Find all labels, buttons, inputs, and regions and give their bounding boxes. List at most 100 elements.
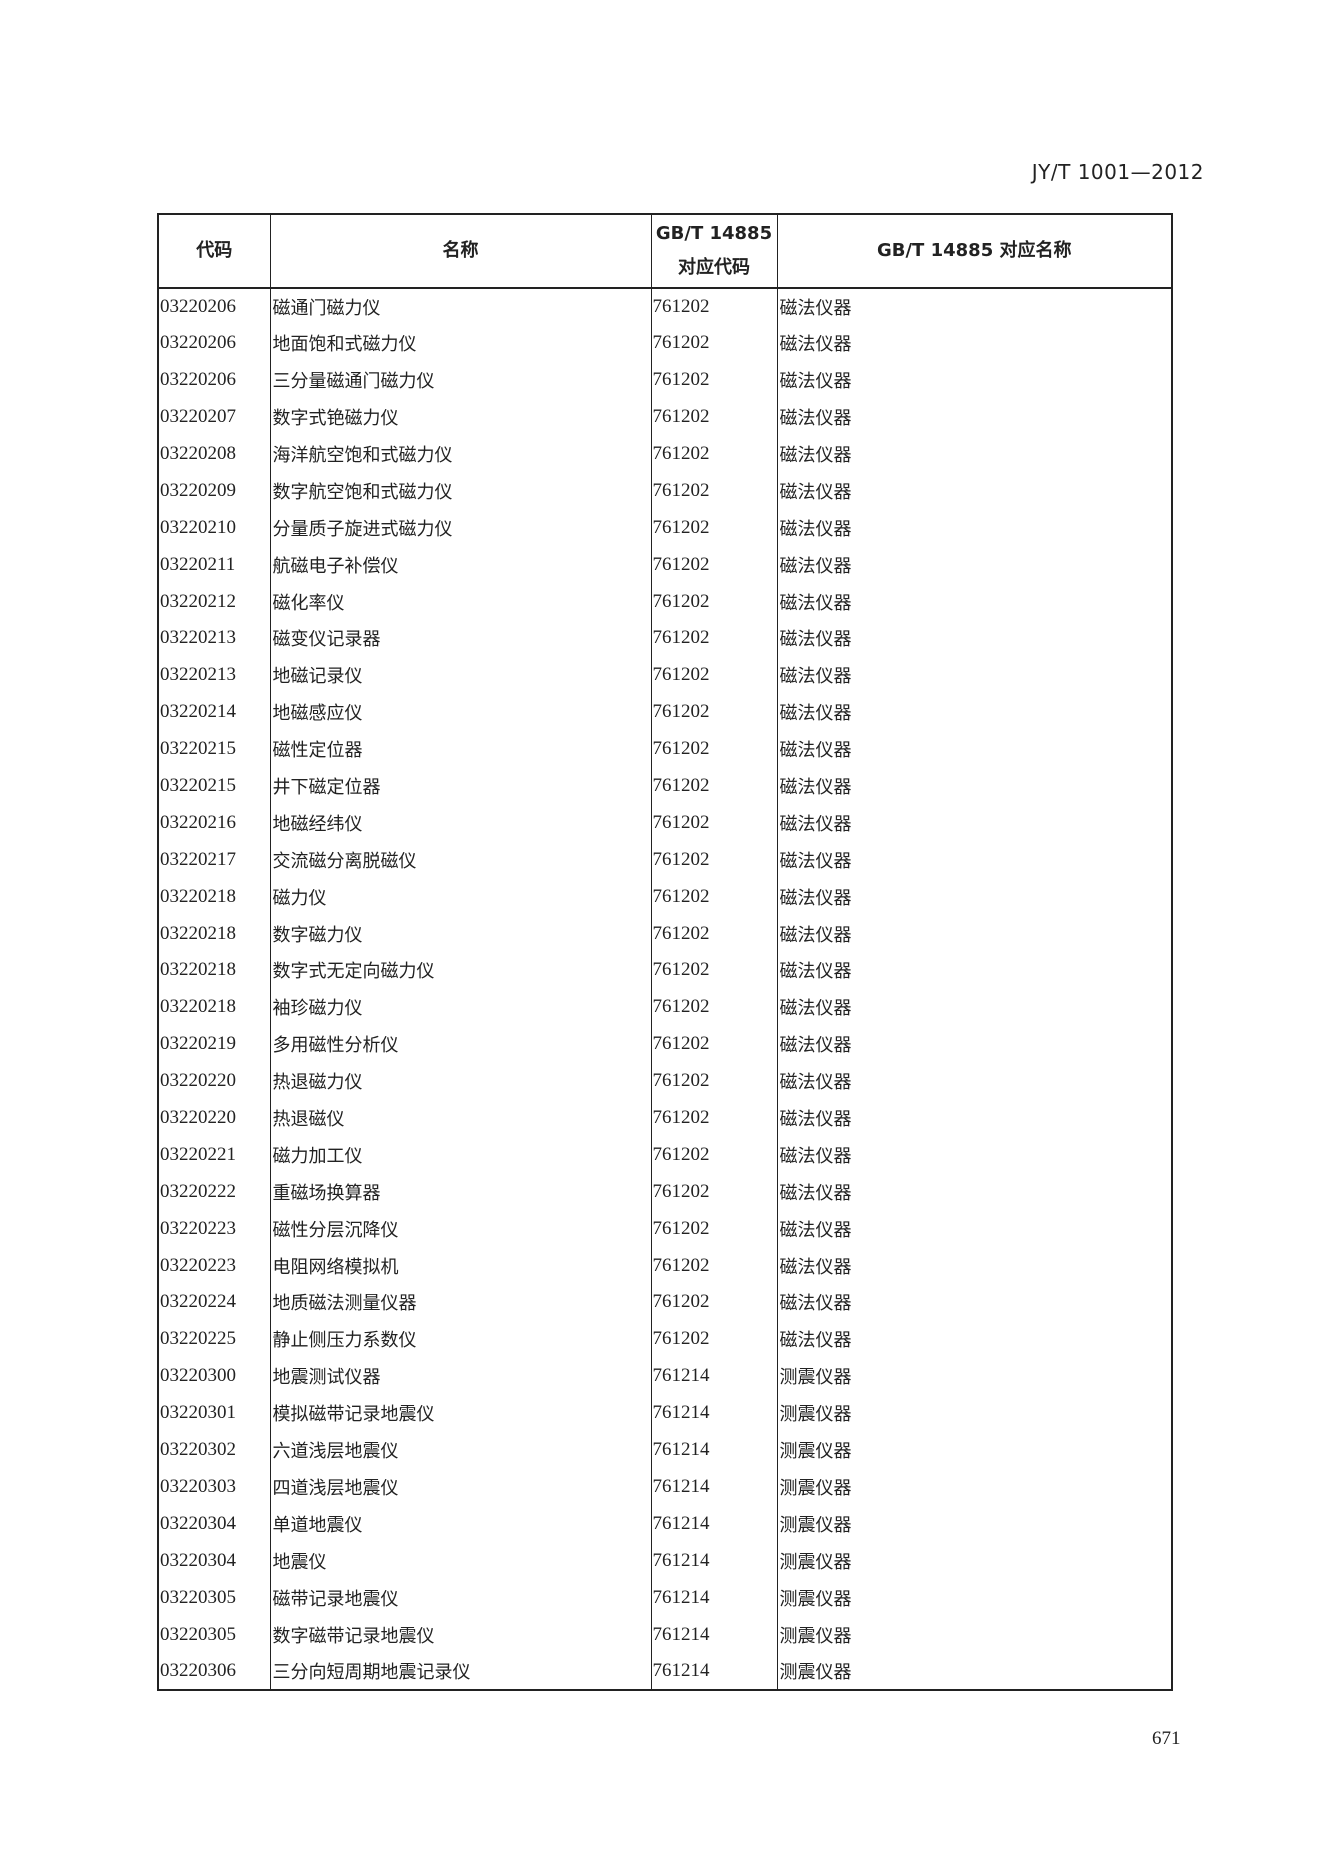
cell-code: 03220218 [157,988,270,1026]
cell-code: 03220220 [157,1099,270,1137]
cell-code: 03220213 [157,620,270,657]
table-row: 03220223 电阻网络模拟机 761202 磁法仪器 [157,1247,1172,1285]
cell-code: 03220213 [157,656,270,694]
table-row: 03220218 数字式无定向磁力仪 761202 磁法仪器 [157,952,1172,989]
cell-gbt-name: 磁法仪器 [776,288,1172,325]
cell-gbt-name: 磁法仪器 [776,1284,1172,1321]
cell-name: 地磁经纬仪 [269,804,651,842]
cell-code: 03220220 [157,1062,270,1100]
table-row: 03220220 热退磁力仪 761202 磁法仪器 [157,1062,1172,1100]
cell-gbt-code: 761202 [650,878,777,916]
cell-name: 地磁感应仪 [269,693,651,731]
cell-gbt-code: 761202 [650,398,777,436]
cell-code: 03220212 [157,583,270,621]
cell-name: 井下磁定位器 [269,767,651,805]
header-code: 代码 [157,214,270,289]
table-row: 03220215 磁性定位器 761202 磁法仪器 [157,730,1172,768]
cell-code: 03220208 [157,435,270,473]
cell-gbt-code: 761202 [650,988,777,1026]
cell-code: 03220206 [157,288,270,325]
cell-gbt-code: 761202 [650,472,777,510]
cell-gbt-code: 761202 [650,546,777,584]
cell-gbt-name: 磁法仪器 [776,398,1172,436]
cell-gbt-code: 761202 [650,767,777,805]
header-gbt-code-line1: GB/T 14885 [655,223,773,244]
cell-name: 四道浅层地震仪 [269,1468,651,1506]
cell-name: 磁力加工仪 [269,1136,651,1174]
table-row: 03220223 磁性分层沉降仪 761202 磁法仪器 [157,1210,1172,1248]
cell-gbt-code: 761214 [650,1616,777,1653]
cell-name: 航磁电子补偿仪 [269,546,651,584]
cell-gbt-name: 磁法仪器 [776,656,1172,694]
cell-name: 三分向短周期地震记录仪 [269,1652,651,1690]
table-row: 03220219 多用磁性分析仪 761202 磁法仪器 [157,1025,1172,1063]
table-row: 03220221 磁力加工仪 761202 磁法仪器 [157,1136,1172,1174]
cell-name: 袖珍磁力仪 [269,988,651,1026]
cell-code: 03220209 [157,472,270,510]
cell-gbt-code: 761202 [650,804,777,842]
table-row: 03220207 数字式铯磁力仪 761202 磁法仪器 [157,398,1172,436]
cell-gbt-code: 761202 [650,1136,777,1174]
cell-name: 数字磁力仪 [269,915,651,953]
cell-name: 磁性定位器 [269,730,651,768]
table-row: 03220214 地磁感应仪 761202 磁法仪器 [157,693,1172,731]
cell-code: 03220225 [157,1320,270,1358]
cell-gbt-name: 磁法仪器 [776,730,1172,768]
cell-gbt-name: 磁法仪器 [776,361,1172,399]
table-row: 03220218 袖珍磁力仪 761202 磁法仪器 [157,988,1172,1026]
cell-gbt-code: 761202 [650,730,777,768]
cell-code: 03220303 [157,1468,270,1506]
cell-name: 磁力仪 [269,878,651,916]
cell-gbt-code: 761202 [650,583,777,621]
cell-gbt-code: 761202 [650,1320,777,1358]
cell-gbt-code: 761202 [650,361,777,399]
cell-code: 03220223 [157,1210,270,1248]
cell-gbt-name: 磁法仪器 [776,1320,1172,1358]
cell-code: 03220305 [157,1616,270,1653]
cell-gbt-name: 磁法仪器 [776,583,1172,621]
cell-code: 03220304 [157,1505,270,1543]
cell-name: 六道浅层地震仪 [269,1431,651,1469]
cell-gbt-code: 761202 [650,656,777,694]
table-row: 03220213 磁变仪记录器 761202 磁法仪器 [157,620,1172,657]
cell-gbt-code: 761202 [650,324,777,362]
table-row: 03220210 分量质子旋进式磁力仪 761202 磁法仪器 [157,509,1172,547]
table-row: 03220301 模拟磁带记录地震仪 761214 测震仪器 [157,1394,1172,1432]
cell-gbt-code: 761202 [650,1210,777,1248]
cell-code: 03220218 [157,915,270,953]
standard-number: JY/T 1001—2012 [1031,160,1204,184]
page-number: 671 [1152,1728,1181,1749]
table-row: 03220213 地磁记录仪 761202 磁法仪器 [157,656,1172,694]
cell-gbt-name: 磁法仪器 [776,1025,1172,1063]
cell-name: 磁带记录地震仪 [269,1579,651,1617]
cell-code: 03220217 [157,841,270,879]
cell-name: 地震仪 [269,1542,651,1580]
cell-name: 分量质子旋进式磁力仪 [269,509,651,547]
cell-gbt-name: 测震仪器 [776,1357,1172,1395]
cell-name: 三分量磁通门磁力仪 [269,361,651,399]
header-gbt-code-line2: 对应代码 [678,257,750,278]
cell-name: 交流磁分离脱磁仪 [269,841,651,879]
cell-gbt-name: 测震仪器 [776,1542,1172,1580]
cell-gbt-name: 磁法仪器 [776,915,1172,953]
cell-name: 磁化率仪 [269,583,651,621]
cell-name: 海洋航空饱和式磁力仪 [269,435,651,473]
cell-gbt-name: 磁法仪器 [776,472,1172,510]
cell-code: 03220207 [157,398,270,436]
cell-gbt-code: 761214 [650,1579,777,1617]
cell-gbt-code: 761202 [650,915,777,953]
cell-code: 03220221 [157,1136,270,1174]
cell-gbt-name: 测震仪器 [776,1431,1172,1469]
cell-gbt-code: 761202 [650,1025,777,1063]
cell-gbt-name: 磁法仪器 [776,1210,1172,1248]
cell-gbt-code: 761214 [650,1357,777,1395]
cell-code: 03220301 [157,1394,270,1432]
table-row: 03220209 数字航空饱和式磁力仪 761202 磁法仪器 [157,472,1172,510]
cell-code: 03220222 [157,1173,270,1211]
cell-gbt-code: 761202 [650,952,777,989]
cell-gbt-code: 761214 [650,1652,777,1690]
table-header-row: 代码 名称 GB/T 14885 对应代码 GB/T 14885 对应名称 [157,214,1172,289]
cell-name: 多用磁性分析仪 [269,1025,651,1063]
table-row: 03220300 地震测试仪器 761214 测震仪器 [157,1357,1172,1395]
cell-name: 电阻网络模拟机 [269,1247,651,1285]
